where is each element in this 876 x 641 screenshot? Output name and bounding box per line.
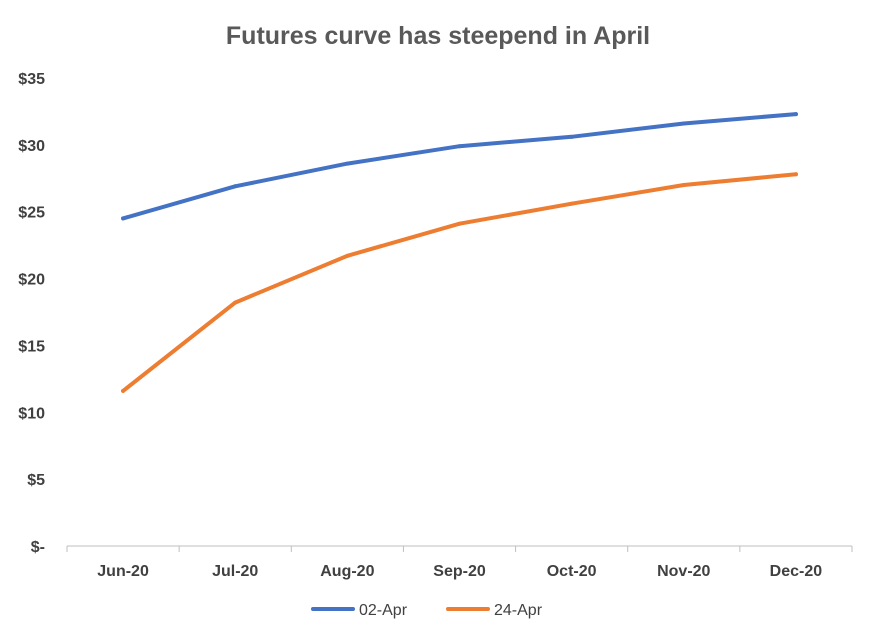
data-point	[457, 144, 462, 149]
y-tick-label: $25	[18, 205, 45, 222]
legend-label: 24-Apr	[494, 602, 543, 619]
data-point	[569, 201, 574, 206]
x-tick-label: Nov-20	[657, 563, 710, 580]
data-point	[121, 388, 126, 393]
y-tick-label: $-	[31, 539, 45, 556]
data-point	[233, 300, 238, 305]
data-point	[793, 172, 798, 177]
x-tick-label: Dec-20	[770, 563, 823, 580]
y-tick-label: $5	[27, 472, 45, 489]
data-point	[681, 182, 686, 187]
data-point	[569, 134, 574, 139]
x-tick-label: Aug-20	[320, 563, 374, 580]
data-point	[345, 253, 350, 258]
data-point	[121, 216, 126, 221]
data-point	[233, 184, 238, 189]
chart-title: Futures curve has steepend in April	[226, 22, 650, 50]
data-point	[345, 161, 350, 166]
x-axis-tick-labels: Jun-20 Jul-20 Aug-20 Sep-20 Oct-20 Nov-20 Dec-…	[97, 563, 822, 580]
y-axis-tick-labels: $- $5 $10 $15 $20 $25 $30 $35	[18, 71, 45, 556]
data-point	[681, 121, 686, 126]
y-tick-label: $20	[18, 272, 45, 289]
legend-label: 02-Apr	[359, 602, 408, 619]
x-tick-label: Sep-20	[433, 563, 486, 580]
series-line-24-Apr	[121, 172, 798, 393]
x-tick-label: Jun-20	[97, 563, 149, 580]
x-tick-label: Oct-20	[547, 563, 597, 580]
legend: 02-Apr 24-Apr	[311, 602, 543, 619]
x-tick-label: Jul-20	[212, 563, 258, 580]
y-tick-label: $35	[18, 71, 45, 88]
y-tick-label: $30	[18, 138, 45, 155]
y-tick-label: $10	[18, 405, 45, 422]
y-tick-label: $15	[18, 338, 45, 355]
series-line-02-Apr	[121, 112, 798, 221]
series-lines	[121, 112, 798, 393]
data-point	[793, 112, 798, 117]
data-point	[457, 221, 462, 226]
x-axis	[66, 545, 853, 552]
